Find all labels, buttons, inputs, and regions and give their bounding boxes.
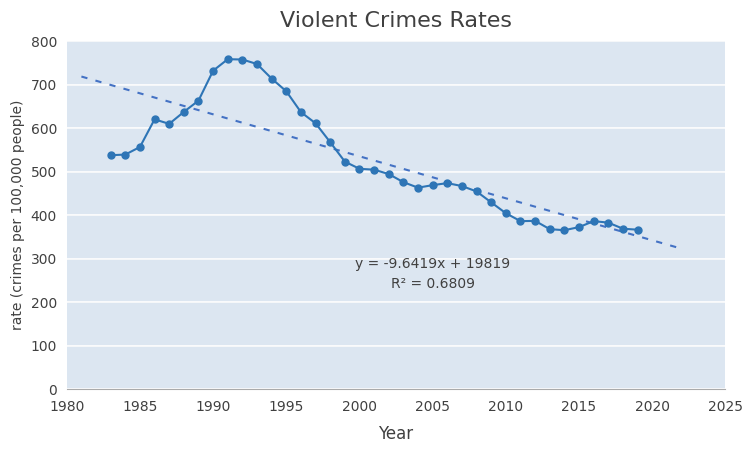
X-axis label: Year: Year — [379, 425, 414, 443]
Bar — [67, 259, 725, 302]
Y-axis label: rate (crimes per 100,000 people): rate (crimes per 100,000 people) — [11, 100, 25, 331]
Bar — [67, 346, 725, 390]
Bar — [67, 172, 725, 215]
Bar — [67, 215, 725, 259]
Bar — [67, 302, 725, 346]
Bar — [67, 215, 725, 259]
Bar — [67, 172, 725, 215]
Bar — [67, 128, 725, 172]
Bar — [67, 41, 725, 84]
Bar — [67, 302, 725, 346]
Bar — [67, 41, 725, 84]
Bar — [67, 84, 725, 128]
Bar — [67, 84, 725, 128]
Text: y = -9.6419x + 19819
R² = 0.6809: y = -9.6419x + 19819 R² = 0.6809 — [355, 257, 510, 291]
Bar — [67, 128, 725, 172]
Title: Violent Crimes Rates: Violent Crimes Rates — [280, 11, 512, 31]
Bar — [67, 259, 725, 302]
Bar — [67, 346, 725, 390]
